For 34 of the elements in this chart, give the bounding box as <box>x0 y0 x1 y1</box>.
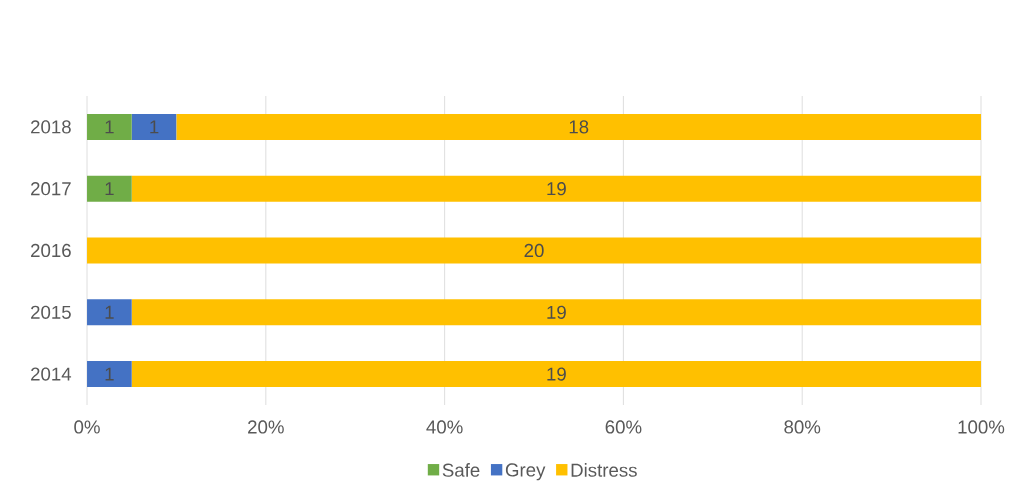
bar <box>131 113 177 140</box>
annotation: 1 <box>105 367 114 381</box>
bar <box>131 361 981 388</box>
y-tick-label: 2015 <box>31 305 71 319</box>
x-tick-label: 60% <box>605 420 642 434</box>
bar <box>87 361 132 388</box>
x-tick-label: 100% <box>958 420 1005 434</box>
annotation: 18 <box>569 120 589 134</box>
y-tick-label: 2014 <box>31 367 72 381</box>
y-tick-label: 2017 <box>31 182 71 196</box>
annotation: 1 <box>105 182 114 196</box>
bar <box>87 113 132 140</box>
x-tick-label: 0% <box>74 420 100 434</box>
annotation: 20 <box>524 243 544 258</box>
annotation: 19 <box>547 182 566 196</box>
bar <box>131 299 981 326</box>
x-tick-label: 20% <box>248 420 284 434</box>
annotation: 19 <box>547 367 566 381</box>
y-tick-label: 2018 <box>31 120 71 134</box>
bar <box>131 175 981 202</box>
annotation: 19 <box>547 305 566 319</box>
x-tick-label: 80% <box>784 420 821 434</box>
annotation: 1 <box>105 120 114 134</box>
legend-label: Distress <box>571 463 637 477</box>
legend-label: Safe <box>442 463 480 477</box>
legend-label: Grey <box>505 463 546 481</box>
annotation: 1 <box>150 120 159 134</box>
bar <box>87 237 981 264</box>
bar <box>87 299 132 326</box>
y-tick-label: 2016 <box>31 243 71 258</box>
annotation: 1 <box>105 305 114 319</box>
bar <box>87 175 132 202</box>
bar <box>176 113 981 140</box>
x-tick-label: 40% <box>426 420 463 434</box>
